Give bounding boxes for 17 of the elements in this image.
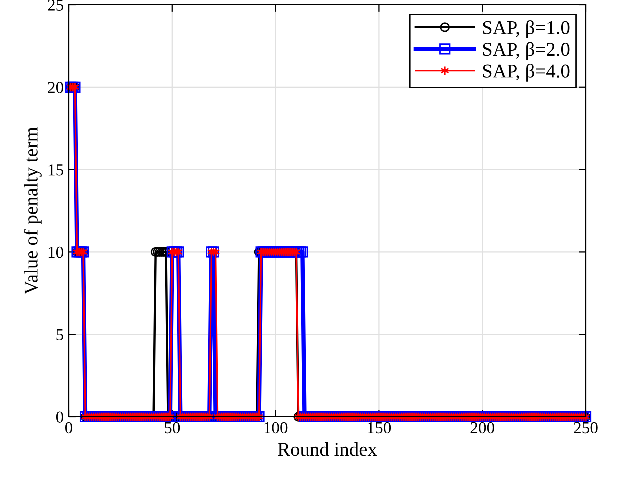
x-tick-label: 250	[574, 422, 598, 434]
x-axis-title: Round index	[278, 442, 378, 456]
x-tick-label: 150	[368, 422, 392, 434]
legend-label: SAP, β=4.0	[483, 64, 570, 82]
y-tick-label: 25	[48, 0, 64, 11]
x-tick-label: 50	[165, 422, 180, 434]
y-tick-label: 20	[48, 82, 64, 94]
x-tick-label: 100	[264, 422, 288, 434]
y-tick-label: 10	[48, 246, 64, 258]
x-tick-label: 0	[65, 422, 73, 434]
y-axis-title: Value of penalty term	[24, 127, 42, 295]
y-tick-label: 0	[56, 412, 64, 423]
y-tick-label: 5	[56, 329, 64, 341]
y-tick-label: 15	[48, 164, 64, 176]
legend-label: SAP, β=1.0	[483, 20, 570, 38]
x-tick-label: 200	[470, 422, 494, 434]
legend-label: SAP, β=2.0	[483, 42, 570, 60]
